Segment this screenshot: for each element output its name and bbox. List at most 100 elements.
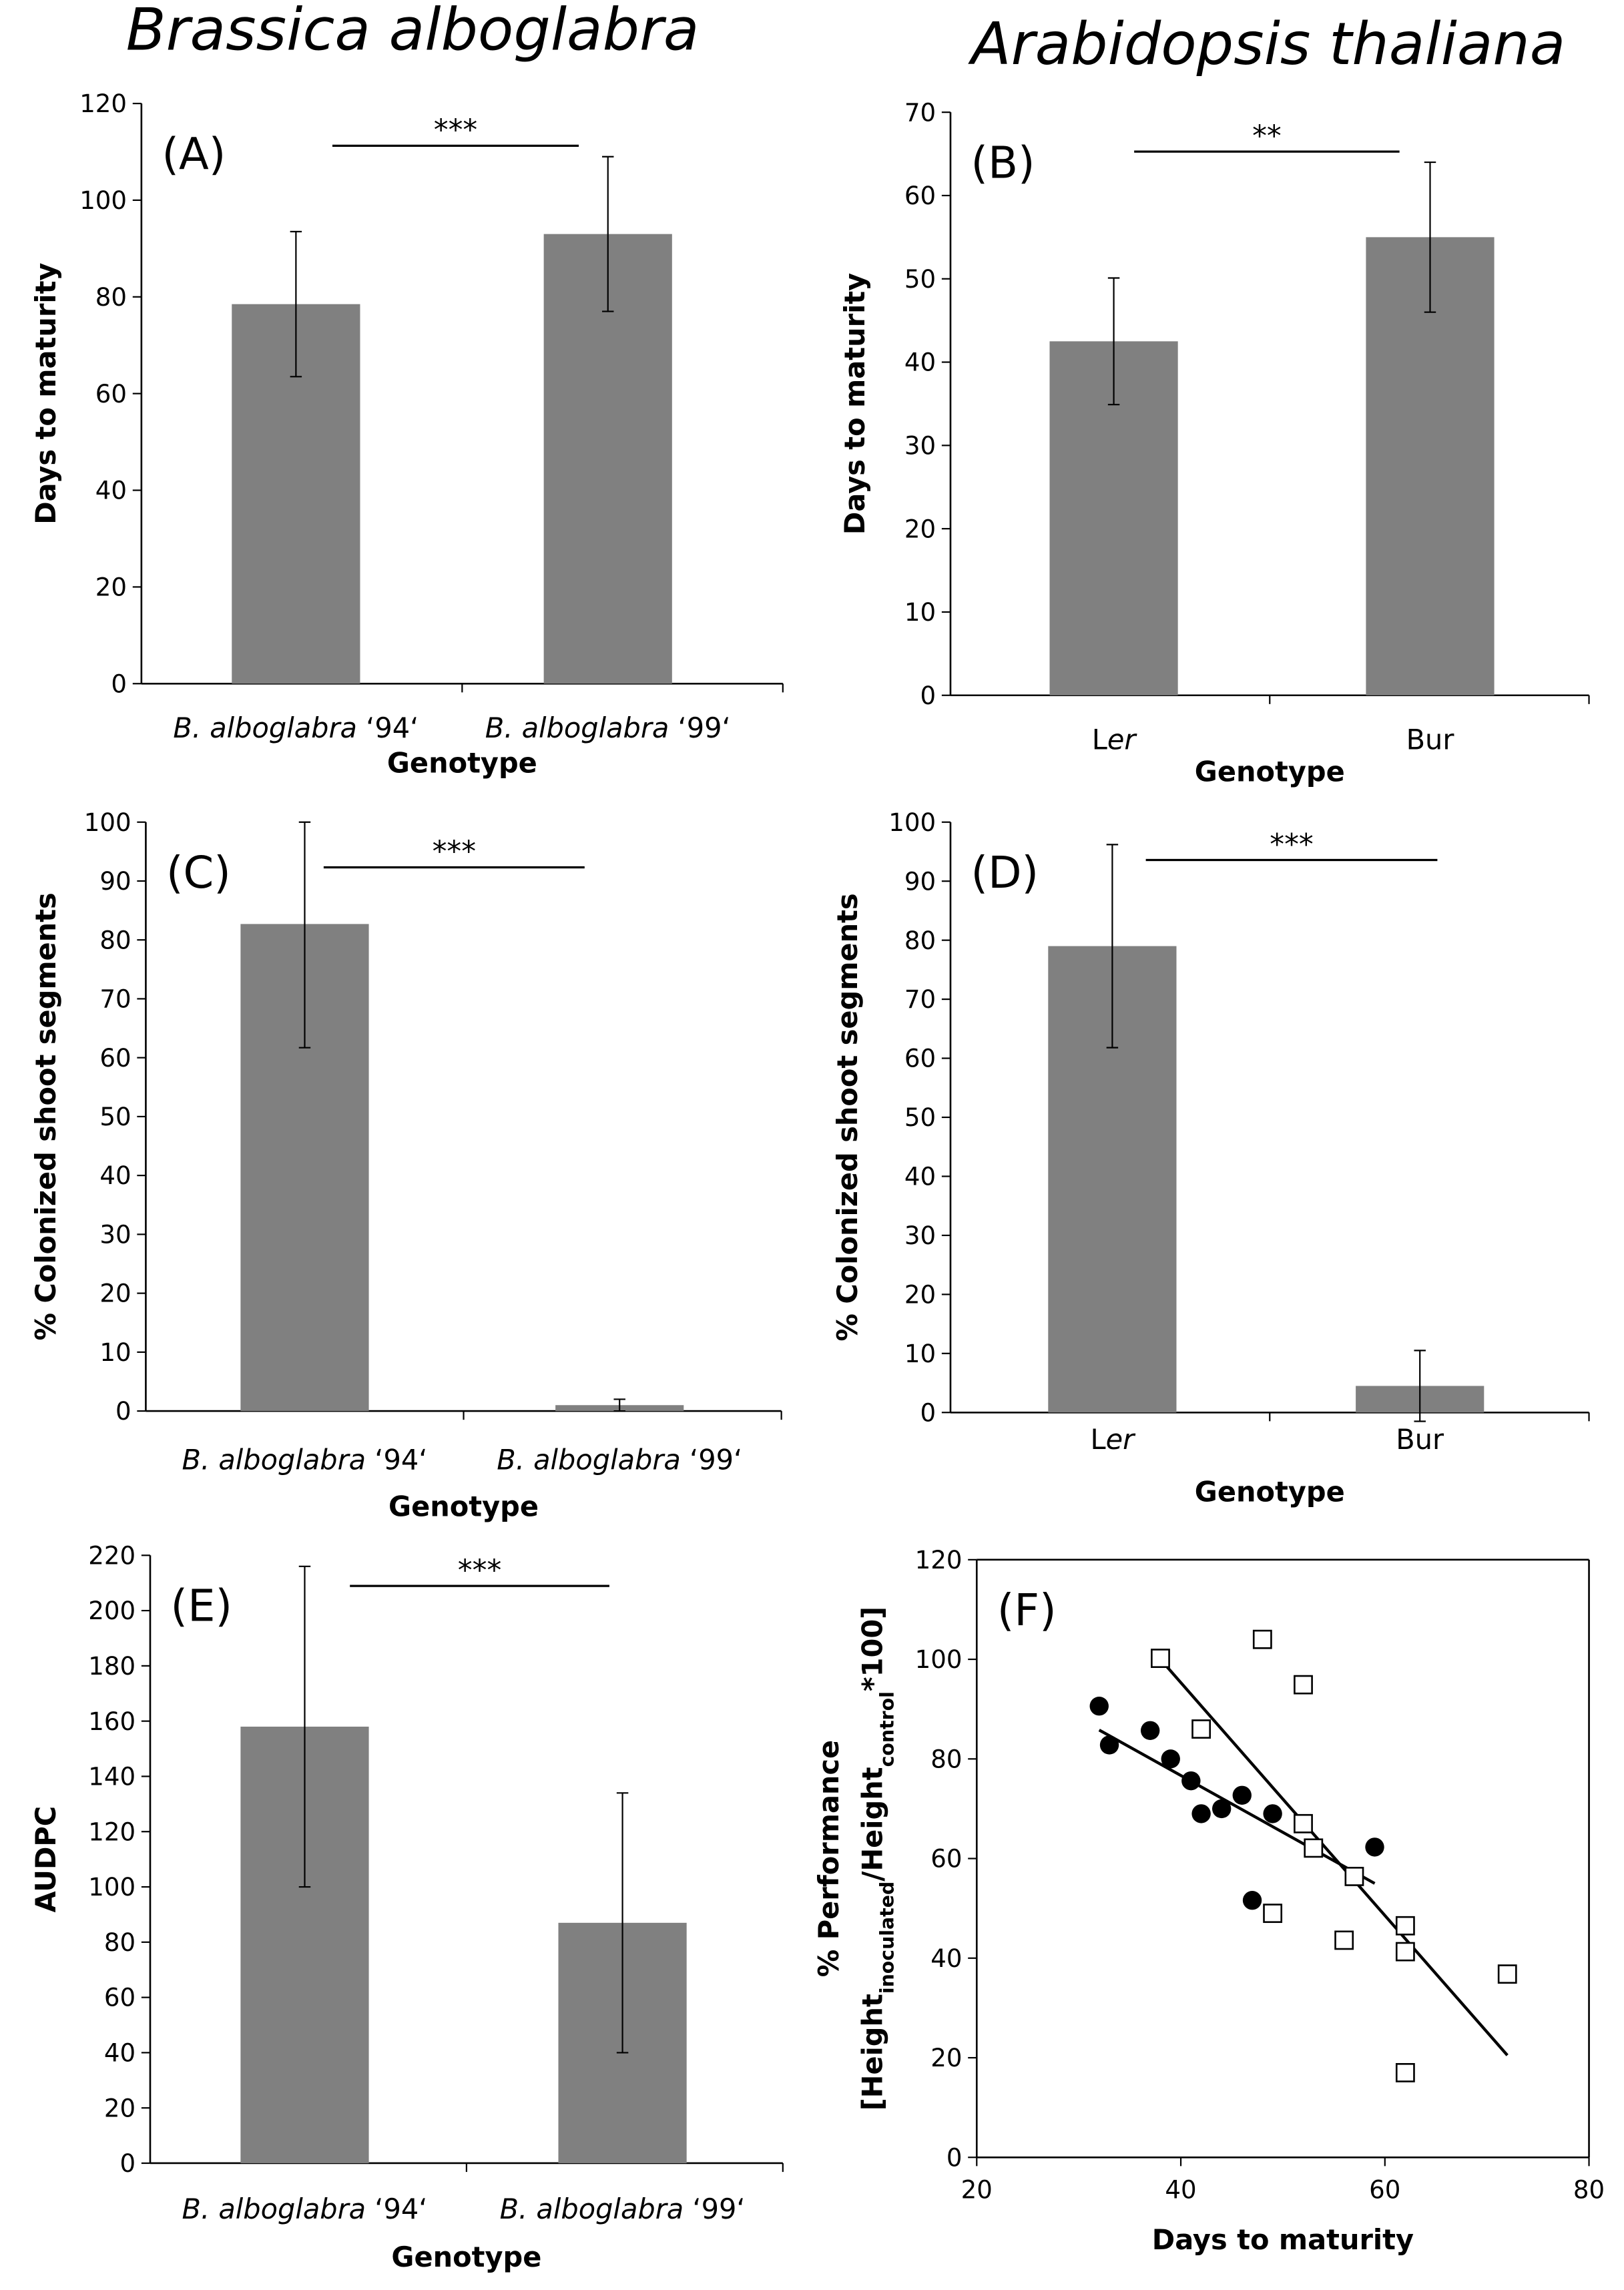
- text-segment: B. alboglabra: [182, 2193, 366, 2225]
- y-tick-label: 100: [84, 808, 131, 837]
- x-axis-label: Days to maturity: [1152, 2223, 1414, 2256]
- y-tick-label: 120: [915, 1546, 963, 1575]
- y-tick-label: 100: [915, 1645, 963, 1674]
- data-point-circle: [1099, 1735, 1119, 1755]
- x-tick-label: 20: [961, 2175, 993, 2204]
- category-label: Ler: [1091, 1423, 1137, 1456]
- y-tick-label: 10: [904, 598, 936, 627]
- data-point-square: [1395, 1916, 1415, 1936]
- category-label: Bur: [1396, 1423, 1444, 1456]
- y-tick-label: 20: [104, 2094, 136, 2122]
- data-point-circle: [1232, 1785, 1252, 1805]
- data-point-circle: [1365, 1837, 1384, 1857]
- y-tick-label: 60: [904, 1045, 936, 1073]
- y-tick-label: 20: [930, 2044, 962, 2072]
- panel-label: (D): [971, 848, 1039, 898]
- y-tick-label: 220: [88, 1541, 136, 1570]
- significance-label: ***: [458, 1553, 501, 1587]
- x-axis-label: Genotype: [388, 1490, 539, 1522]
- category-label: B. alboglabra ‘94‘: [173, 711, 419, 744]
- text-segment: *100]: [856, 1607, 888, 1691]
- y-tick-label: 60: [104, 1984, 136, 2012]
- y-tick-label: 10: [99, 1338, 131, 1367]
- y-tick-label: 0: [946, 2143, 963, 2172]
- text-segment: [Height: [856, 1994, 888, 2110]
- text-segment: ‘99‘: [684, 2193, 745, 2225]
- y-tick-label: 50: [904, 265, 936, 294]
- significance-label: **: [1252, 119, 1282, 153]
- data-point-circle: [1191, 1804, 1211, 1823]
- panel-label: (A): [162, 129, 226, 180]
- y-tick-label: 20: [99, 1279, 131, 1308]
- category-label: B. alboglabra ‘94‘: [182, 1443, 428, 1476]
- y-tick-label: 80: [904, 926, 936, 955]
- data-point-circle: [1161, 1749, 1180, 1769]
- data-point-circle: [1140, 1721, 1160, 1740]
- y-tick-label: 100: [888, 808, 936, 837]
- y-tick-label: 20: [904, 515, 936, 543]
- y-tick-label: 80: [104, 1928, 136, 1957]
- text-segment: Bur: [1396, 1423, 1444, 1456]
- y-tick-label: 160: [88, 1707, 136, 1736]
- title-right: Arabidopsis thaliana: [968, 10, 1565, 78]
- y-tick-label: 20: [904, 1280, 936, 1309]
- text-segment: control: [876, 1691, 898, 1767]
- data-point-circle: [1181, 1771, 1201, 1791]
- y-tick-label: 50: [99, 1103, 131, 1131]
- y-tick-label: 10: [904, 1340, 936, 1368]
- trend-line: [1159, 1658, 1509, 2056]
- y-tick-label: 90: [99, 867, 131, 896]
- y-tick-label: 40: [99, 1161, 131, 1190]
- y-axis-label: % Performance: [812, 1740, 845, 1978]
- data-point-square: [1395, 1942, 1415, 1962]
- y-tick-label: 60: [99, 1044, 131, 1073]
- panel-label: (B): [971, 137, 1035, 188]
- x-tick-label: 40: [1165, 2175, 1196, 2204]
- y-tick-label: 90: [904, 867, 936, 896]
- y-tick-label: 0: [115, 1397, 131, 1426]
- x-axis-label: Genotype: [1195, 1475, 1345, 1508]
- data-point-square: [1344, 1866, 1364, 1886]
- panel-e: 0 20 40 60 80 100 120 140 160 180 200 220 (E) AUDPC Ge…: [29, 1541, 784, 2273]
- x-axis-label: Genotype: [1195, 756, 1345, 788]
- panel-d: 0 10 20 30 40 50 60 70 80 90 100 (D) % Colonized sho…: [831, 808, 1590, 1508]
- y-axis-label: % Colonized shoot segments: [29, 892, 62, 1340]
- x-axis-label: Genotype: [391, 2241, 541, 2273]
- y-tick-label: 120: [88, 1817, 136, 1846]
- text-segment: Days to maturity: [838, 273, 871, 535]
- text-segment: Days to maturity: [29, 263, 62, 525]
- text-segment: L: [1091, 1423, 1106, 1456]
- y-tick-label: 100: [79, 186, 127, 215]
- panel-label: (E): [171, 1581, 233, 1632]
- significance-label: ***: [434, 113, 477, 148]
- data-point-square: [1151, 1649, 1170, 1668]
- data-point-square: [1395, 2062, 1415, 2082]
- text-segment: B. alboglabra: [497, 1443, 681, 1476]
- y-tick-label: 180: [88, 1652, 136, 1681]
- data-point-square: [1334, 1930, 1354, 1950]
- text-segment: AUDPC: [29, 1806, 62, 1913]
- text-segment: ‘94‘: [366, 2193, 427, 2225]
- text-segment: % Colonized shoot segments: [29, 892, 62, 1340]
- panel-label: (C): [166, 848, 231, 898]
- panel-b: 0 10 20 30 40 50 60 70 (B) Days to maturity Genoty…: [838, 98, 1590, 788]
- y-tick-label: 30: [99, 1220, 131, 1249]
- y-tick-label: 60: [930, 1845, 962, 1874]
- data-point-square: [1252, 1629, 1272, 1649]
- y-tick-label: 100: [88, 1873, 136, 1902]
- y-tick-label: 70: [99, 985, 131, 1014]
- text-segment: ‘94‘: [366, 1443, 427, 1476]
- category-label: B. alboglabra ‘99‘: [497, 1443, 742, 1476]
- x-tick-label: 80: [1573, 2175, 1605, 2204]
- significance-label: ***: [433, 835, 476, 869]
- y-tick-label: 70: [904, 985, 936, 1014]
- y-tick-label: 20: [95, 573, 127, 602]
- text-segment: L: [1092, 724, 1107, 756]
- data-point-circle: [1089, 1697, 1109, 1716]
- title-left: Brassica alboglabra: [126, 0, 700, 63]
- text-segment: B. alboglabra: [173, 711, 357, 744]
- text-segment: er: [1106, 1423, 1137, 1456]
- data-point-square: [1191, 1719, 1211, 1739]
- y-tick-label: 50: [904, 1103, 936, 1132]
